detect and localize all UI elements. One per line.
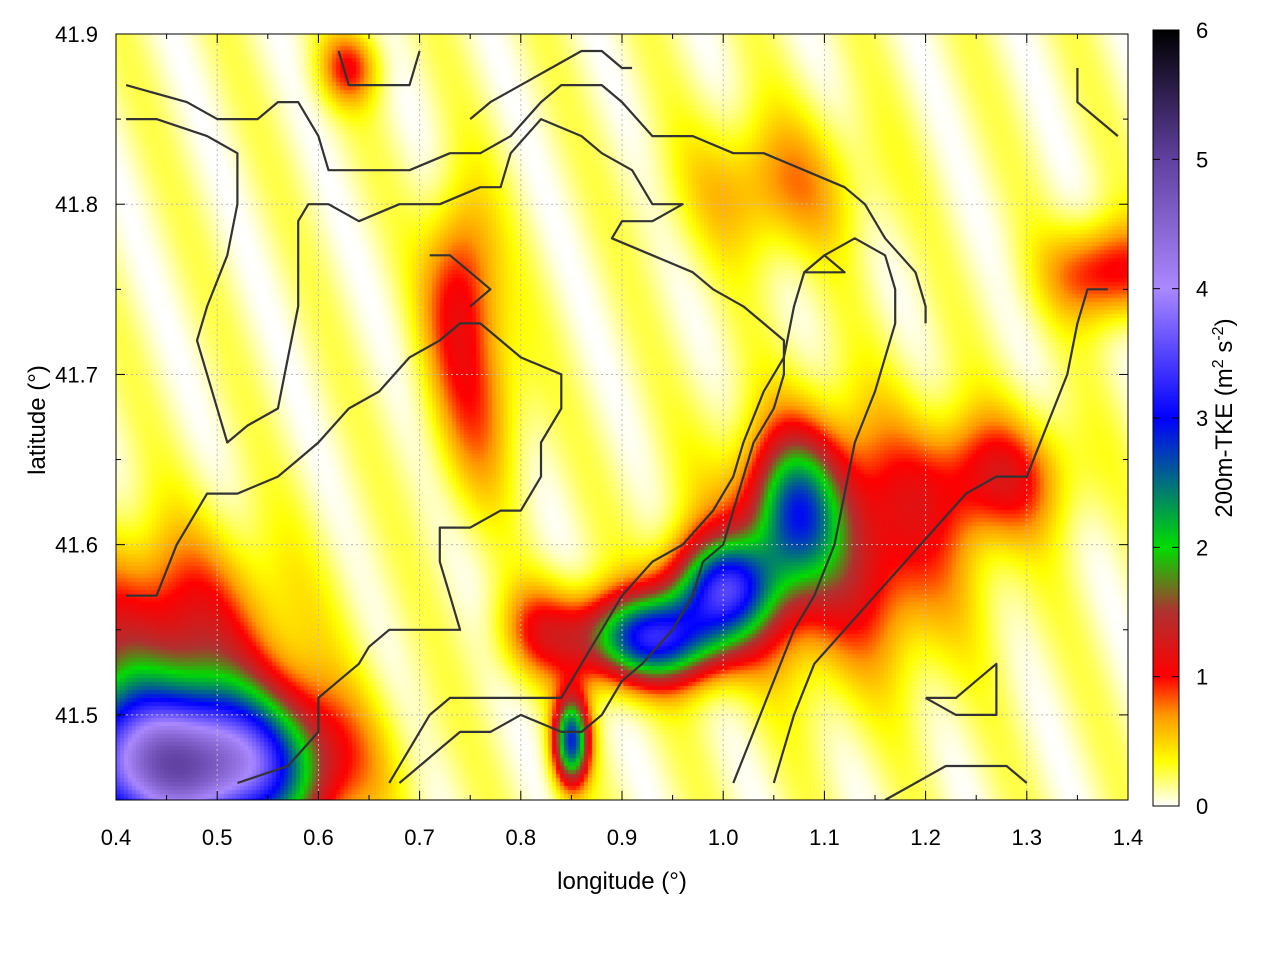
contour-line bbox=[1076, 68, 1119, 137]
contour-line bbox=[126, 322, 563, 785]
contour-line bbox=[125, 84, 927, 324]
x-tick-label: 0.9 bbox=[607, 825, 638, 850]
colorbar-ticks: 0 1 2 3 4 5 6 bbox=[1153, 18, 1208, 819]
colorbar-tick-label: 3 bbox=[1196, 406, 1208, 431]
colorbar-tick-label: 2 bbox=[1196, 535, 1208, 560]
colorbar-tick-label: 0 bbox=[1196, 794, 1208, 819]
contour-line bbox=[429, 254, 492, 308]
x-tick-label: 1.4 bbox=[1113, 825, 1144, 850]
contour-line bbox=[337, 50, 421, 87]
colorbar-label: 200m-TKE (m2 s-2) bbox=[1210, 318, 1238, 517]
contour-line bbox=[388, 237, 897, 784]
contour-line bbox=[126, 118, 785, 784]
y-tick-label: 41.8 bbox=[55, 192, 98, 217]
x-tick-label: 0.4 bbox=[101, 825, 132, 850]
x-tick-label: 1.2 bbox=[910, 825, 941, 850]
x-tick-label: 0.6 bbox=[303, 825, 334, 850]
y-tick-label: 41.5 bbox=[55, 703, 98, 728]
x-tick-label: 0.5 bbox=[202, 825, 233, 850]
x-tick-label: 0.8 bbox=[506, 825, 537, 850]
colorbar-tick-label: 6 bbox=[1196, 18, 1208, 43]
contour-line bbox=[925, 662, 998, 716]
contour-line bbox=[772, 288, 1108, 784]
y-axis-label: latitude (°) bbox=[24, 365, 51, 475]
y-tick-labels: 41.5 41.6 41.7 41.8 41.9 bbox=[55, 22, 98, 728]
x-axis-label: longitude (°) bbox=[557, 868, 687, 895]
colorbar: 0 1 2 3 4 5 6 200m-TKE (m2 s-2) bbox=[1152, 18, 1238, 819]
plot-area bbox=[115, 33, 1129, 801]
colorbar-tick-label: 4 bbox=[1196, 277, 1208, 302]
y-tick-label: 41.6 bbox=[55, 533, 98, 558]
x-tick-label: 1.0 bbox=[708, 825, 739, 850]
contour-line bbox=[469, 49, 633, 120]
x-tick-labels: 0.4 0.5 0.6 0.7 0.8 0.9 1.0 1.1 1.2 1.3 1.4 bbox=[101, 825, 1144, 850]
x-tick-label: 0.7 bbox=[404, 825, 435, 850]
axis-ticks bbox=[115, 33, 1129, 800]
heatmap-field bbox=[116, 34, 1128, 800]
y-tick-label: 41.7 bbox=[55, 362, 98, 387]
x-tick-label: 1.1 bbox=[809, 825, 840, 850]
y-tick-label: 41.9 bbox=[55, 22, 98, 47]
contour-line bbox=[803, 254, 846, 274]
coastline-contours bbox=[125, 49, 1119, 800]
colorbar-tick-label: 5 bbox=[1196, 147, 1208, 172]
colorbar-tick-label: 1 bbox=[1196, 665, 1208, 690]
x-tick-label: 1.3 bbox=[1012, 825, 1043, 850]
contour-line bbox=[884, 764, 1028, 800]
